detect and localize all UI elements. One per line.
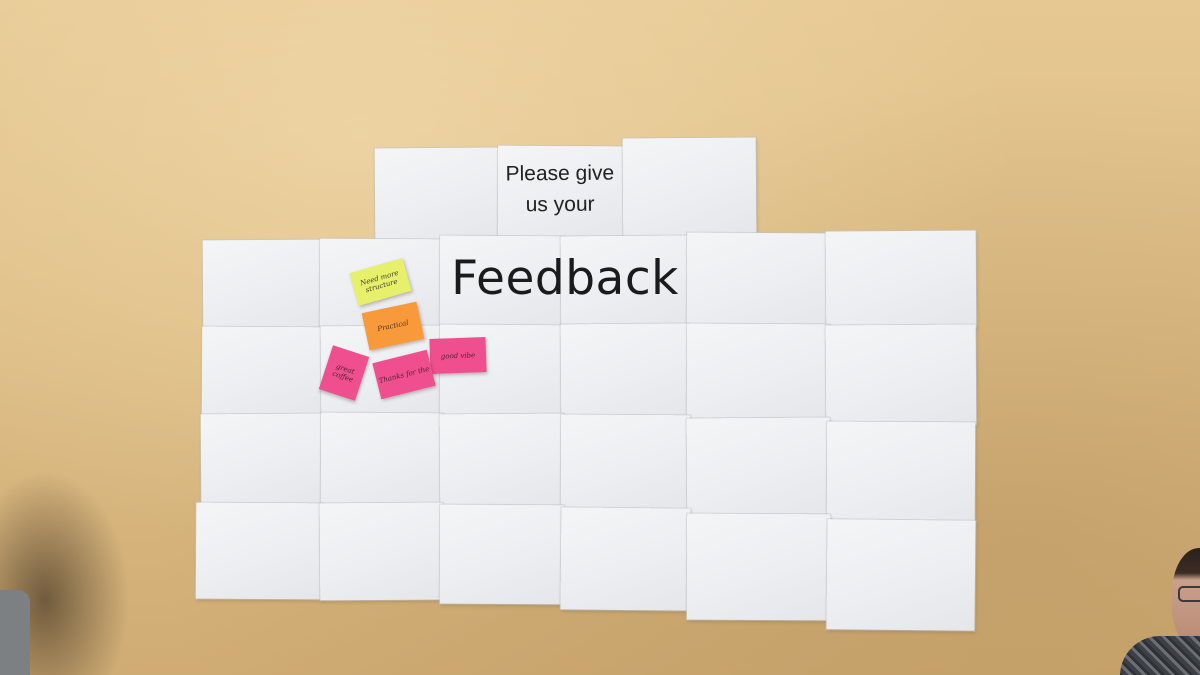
person-head [1172,548,1200,648]
sticky-note-text: Thanks for the [377,364,431,385]
paper-sheet [200,413,325,507]
poster-subtitle-line1: Please give [505,161,615,186]
paper-sheet [319,502,444,601]
paper-sheet [202,239,324,331]
paper-sheet [195,502,324,600]
paper-sheet [825,230,977,329]
poster-title: Feedback [451,251,679,306]
sticky-note-pink: good vibe [429,337,487,374]
poster-subtitle-line2: us your [525,192,595,217]
poster-subtitle: Please give us your [470,157,651,221]
paper-sheet [686,513,831,621]
sticky-note-text: Need more structure [359,268,400,295]
paper-sheet [560,323,690,419]
paper-sheet [320,412,444,507]
person-bottom-right [1120,540,1200,675]
glasses-icon [1178,586,1200,602]
paper-sheet [825,324,977,426]
paper-sheet [826,519,976,631]
sticky-note-text: great coffee [331,362,356,384]
sticky-note-text: good vibe [440,350,476,361]
paper-sheet [560,414,691,512]
paper-sheet [560,507,691,611]
person-shirt [1120,636,1200,675]
left-person-shoulder [0,590,30,675]
paper-sheet [686,323,830,422]
paper-sheet [826,421,976,527]
paper-sheet [439,504,565,605]
paper-sheet [686,417,831,519]
sticky-note-text: Practical [376,318,410,334]
paper-sheet [201,326,325,418]
paper-sheet [439,413,565,509]
